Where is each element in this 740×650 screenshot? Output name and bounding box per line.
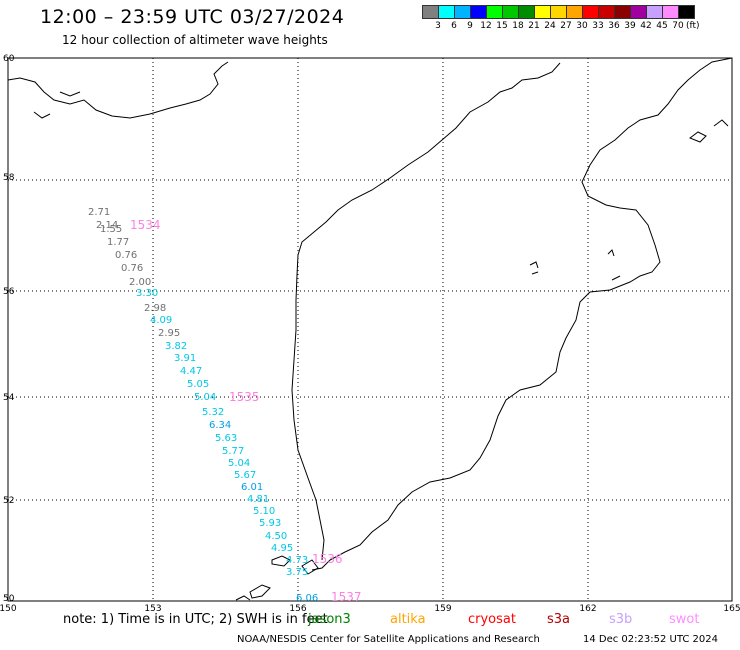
- graticule: [8, 58, 732, 601]
- x-tick-label: 153: [144, 604, 161, 614]
- legend-unit: (ft): [686, 21, 700, 31]
- footnote: note: 1) Time is in UTC; 2) SWH is in fe…: [63, 612, 328, 627]
- color-legend: [422, 5, 695, 19]
- wave-height-label: 1.55: [100, 224, 122, 235]
- legend-label: 27: [560, 21, 572, 31]
- y-tick-label: 58: [3, 173, 15, 183]
- satellite-swot: swot: [669, 612, 700, 627]
- wave-height-label: 4.50: [265, 531, 287, 542]
- wave-height-label: 6.06: [296, 593, 318, 604]
- orbit-label: 1536: [312, 552, 343, 566]
- legend-label: 42: [640, 21, 652, 31]
- wave-height-label: 5.10: [253, 506, 275, 517]
- orbit-label: 1534: [130, 218, 161, 232]
- wave-height-label: 5.67: [234, 470, 256, 481]
- satellite-jason3: jason3: [308, 612, 351, 627]
- legend-label: 33: [592, 21, 604, 31]
- satellite-s3a: s3a: [547, 612, 571, 627]
- legend-label: 39: [624, 21, 636, 31]
- orbit-label: 1535: [229, 390, 260, 404]
- legend-label: 12: [480, 21, 492, 31]
- wave-height-label: 4.81: [247, 494, 269, 505]
- wave-height-label: 5.04: [228, 458, 250, 469]
- legend-label: 24: [544, 21, 556, 31]
- credit-line: NOAA/NESDIS Center for Satellite Applica…: [237, 634, 540, 645]
- wave-height-label: 4.95: [271, 543, 293, 554]
- wave-height-label: 4.47: [180, 366, 202, 377]
- x-tick-label: 165: [723, 604, 740, 614]
- wave-height-label: 0.76: [115, 250, 137, 261]
- legend-label: 70: [672, 21, 684, 31]
- orbit-labels: 1534 1535 1536 1537: [130, 218, 362, 604]
- generated-time: 14 Dec 02:23:52 UTC 2024: [583, 634, 718, 645]
- wave-height-label: 3.30: [136, 288, 158, 299]
- wave-height-label: 5.63: [215, 433, 237, 444]
- wave-height-label: 2.95: [158, 328, 180, 339]
- wave-height-label: 5.77: [222, 446, 244, 457]
- coastline: [7, 57, 733, 601]
- wave-height-label: 0.76: [121, 263, 143, 274]
- satellite-s3b: s3b: [609, 612, 633, 627]
- satellite-cryosat: cryosat: [468, 612, 516, 627]
- wave-height-label: 4.73: [286, 555, 308, 566]
- page-subtitle: 12 hour collection of altimeter wave hei…: [62, 33, 328, 47]
- wave-height-label: 3.75: [286, 567, 308, 578]
- x-tick-label: 150: [0, 604, 17, 614]
- wave-height-label: 3.82: [165, 341, 187, 352]
- x-tick-label: 156: [289, 604, 306, 614]
- wave-height-label: 6.01: [241, 482, 263, 493]
- wave-height-label: 2.14: [96, 220, 118, 231]
- legend-label: 3: [435, 21, 441, 31]
- wave-height-label: 3.91: [174, 353, 196, 364]
- legend-label: 6: [451, 21, 457, 31]
- y-tick-label: 56: [3, 287, 15, 297]
- x-tick-label: 159: [434, 604, 451, 614]
- wave-height-label: 5.04: [194, 392, 216, 403]
- wave-height-label: 4.09: [150, 315, 172, 326]
- y-tick-label: 54: [3, 393, 15, 403]
- wave-height-label: 2.71: [88, 207, 110, 218]
- y-tick-label: 52: [3, 496, 14, 506]
- legend-label: 45: [656, 21, 668, 31]
- wave-height-label: 1.77: [107, 237, 129, 248]
- y-tick-label: 60: [3, 54, 15, 64]
- wave-height-label: 2.00: [129, 277, 151, 288]
- legend-label: 9: [467, 21, 473, 31]
- wave-height-label: 5.32: [202, 407, 224, 418]
- legend-label: 36: [608, 21, 620, 31]
- page-title: 12:00 – 23:59 UTC 03/27/2024: [40, 6, 345, 28]
- wave-height-label: 2.98: [144, 303, 166, 314]
- wave-height-label: 5.93: [259, 518, 281, 529]
- x-tick-label: 162: [579, 604, 596, 614]
- legend-swatch: [678, 5, 695, 19]
- wave-height-label: 6.34: [209, 420, 231, 431]
- legend-label: 30: [576, 21, 588, 31]
- map-frame: [7, 57, 733, 602]
- y-tick-label: 50: [3, 594, 15, 604]
- legend-label: 21: [528, 21, 540, 31]
- legend-label: 15: [496, 21, 508, 31]
- wave-height-label: 5.05: [187, 379, 209, 390]
- legend-label: 18: [512, 21, 524, 31]
- satellite-altika: altika: [390, 612, 426, 627]
- color-legend-labels: 3 6 9 12 15 18 21 24 27 30 33 36 39 42 45 70 (ft): [430, 21, 700, 31]
- orbit-label: 1537: [331, 590, 362, 604]
- wave-height-points: 2.71 2.141.55 1.77 0.76 0.76 2.003.30 2.984.09…: [88, 207, 318, 604]
- axis-ticks: 150 153 156 159 162 165 60 58 56 54 52 50: [0, 54, 740, 614]
